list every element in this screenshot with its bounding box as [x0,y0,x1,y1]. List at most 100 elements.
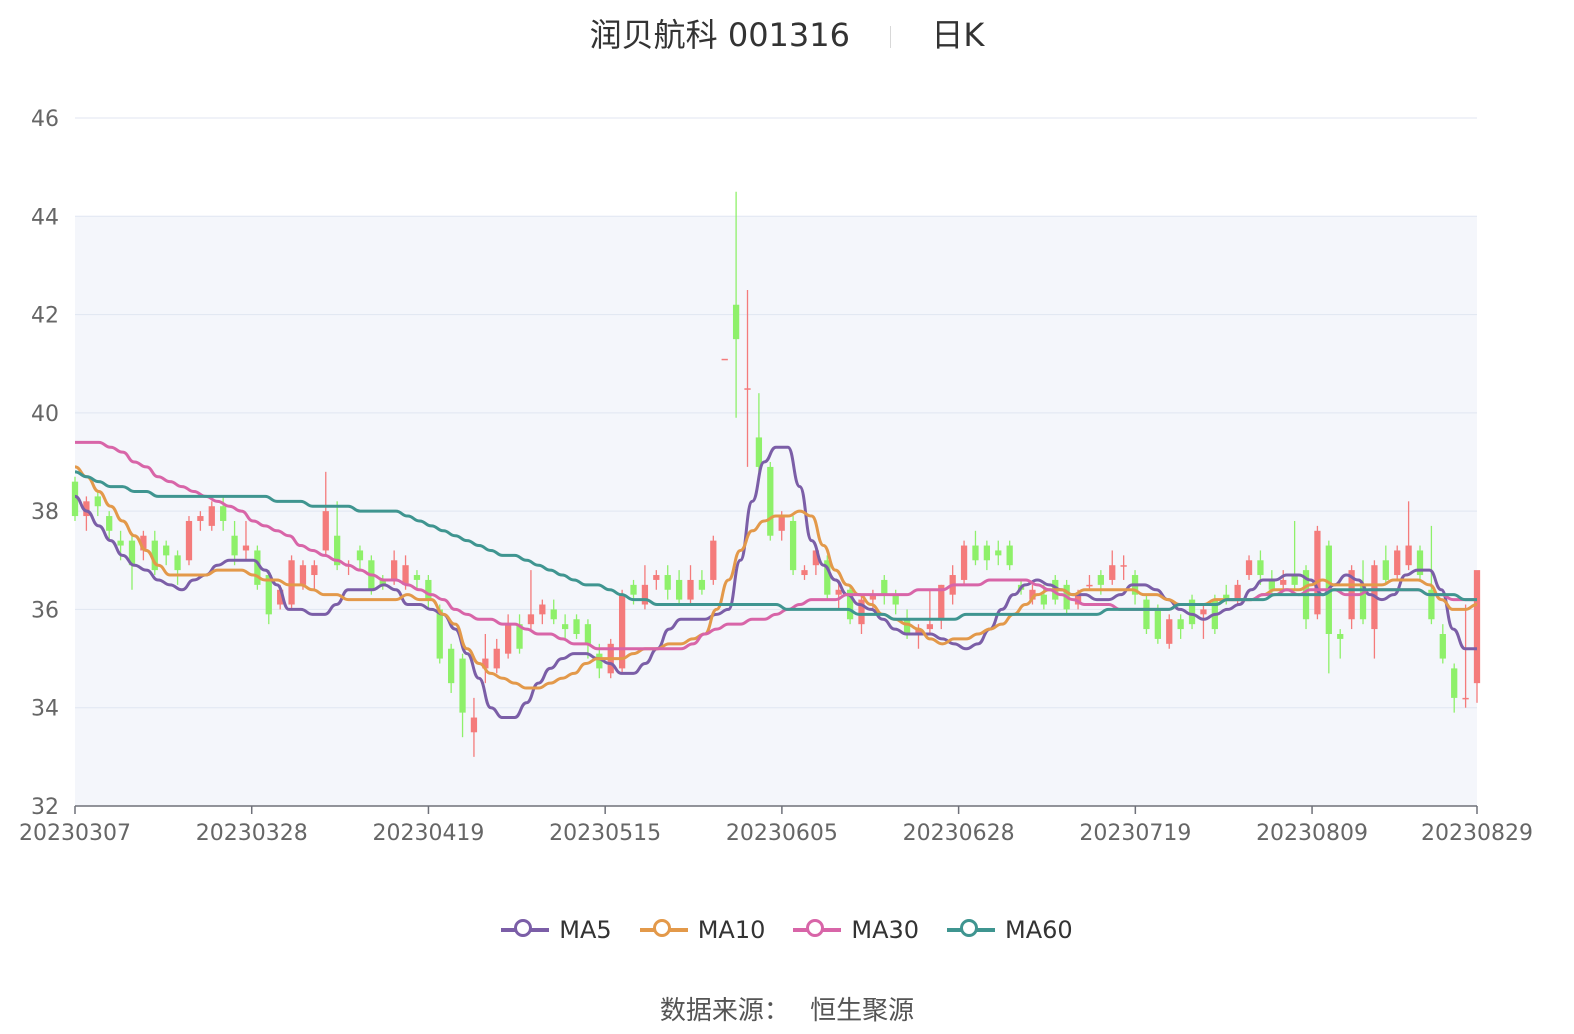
candle-body [1473,570,1481,684]
candle-body [1109,565,1116,580]
candle-body [322,511,329,551]
candle-body [71,481,79,517]
candle-body [425,579,432,600]
grid-band [75,216,1477,315]
candle-body [1359,584,1367,620]
candle-body [1451,668,1458,698]
candle-body [653,575,660,580]
candle-body [789,520,797,571]
candle-body [1337,634,1344,639]
legend-item-ma10[interactable]: MA10 [639,916,765,944]
candle-body [1086,584,1093,587]
candle-body [288,560,295,605]
candle-body [1416,550,1424,576]
candle-body [128,540,136,566]
candle-body [379,579,386,585]
legend-label: MA60 [1005,916,1073,944]
candle-body [106,516,113,531]
candle-body [858,599,865,625]
candle-body [1394,550,1401,576]
candle-body [584,624,592,644]
legend-swatch [501,919,550,937]
legend-item-ma60[interactable]: MA60 [947,916,1073,944]
candle-body [242,545,250,551]
candle-body [596,653,603,669]
candle-body [197,516,204,521]
candle-body [1234,584,1241,600]
candle-body [94,496,101,507]
y-tick-label: 34 [31,697,59,722]
candle-body [732,304,740,340]
x-tick-label: 20230605 [726,821,838,846]
x-tick-label: 20230419 [372,821,484,846]
candlestick-chart: 32 34 36 38 40 42 44 46 20230307 20230328 2023041… [19,107,1533,846]
legend-label: MA5 [559,916,612,944]
candle-body [1120,565,1127,567]
grid-band [75,511,1477,610]
candle-body [151,540,158,571]
candle-body [767,466,774,536]
candle-body [334,535,341,566]
candle-body [1143,599,1150,630]
y-tick-label: 38 [31,500,59,525]
candle-body [824,560,831,595]
stock-name: 润贝航科 001316 [589,16,850,54]
y-tick-label: 32 [31,795,59,820]
y-axis: 32 34 36 38 40 42 44 46 [31,107,59,820]
candle-body [1006,545,1013,566]
candle-body [220,506,227,521]
legend: MA5 MA10 MA30 MA60 [0,910,1574,944]
legend-item-ma30[interactable]: MA30 [793,916,919,944]
candle-body [1177,619,1184,630]
candle-body [277,589,284,605]
candle-body [755,437,763,467]
candle-body [1428,589,1435,620]
candle-body [926,624,934,630]
y-tick-label: 40 [31,402,59,427]
candle-body [516,624,523,649]
candle-body [675,579,683,600]
series-line-ma60 [74,470,1477,621]
candle-body [960,545,968,580]
grid-band [75,314,1477,413]
candle-body [846,589,854,620]
candle-body [630,584,637,595]
candle-body [254,550,261,585]
x-tick-label: 20230719 [1079,821,1191,846]
candle-body [664,575,671,590]
grid-band [75,609,1477,708]
candle-body [835,589,842,595]
candle-body [391,560,398,580]
candle-body [983,545,991,561]
legend-item-ma5[interactable]: MA5 [501,916,612,944]
candle-body [641,584,649,605]
candle-body [801,570,808,576]
candle-body [778,516,785,531]
candle-body [482,658,489,669]
legend-marker-icon [806,919,825,937]
candle-body [1166,619,1173,644]
candle-body [539,604,546,615]
candle-body [1029,589,1036,600]
candle-body [1280,579,1287,585]
candle-body [83,501,90,517]
candle-body [881,579,888,595]
candle-body [1268,579,1275,590]
series-line-ma5 [74,445,1477,720]
candle-body [1462,697,1469,700]
candle-body [1154,609,1161,639]
x-tick-label: 20230829 [1421,821,1533,846]
candle-body [687,579,694,600]
legend-marker-icon [514,919,533,937]
candle-body [505,624,512,654]
candle-body [448,648,455,684]
candle-body [1314,530,1321,615]
candle-body [812,550,820,566]
legend-swatch [793,919,842,937]
candle-body [311,565,318,576]
x-tick-label: 20230809 [1256,821,1368,846]
period-label: 日K [931,16,985,54]
y-tick-label: 44 [31,205,59,230]
x-tick-label: 20230307 [19,821,131,846]
candle-body [459,658,466,713]
